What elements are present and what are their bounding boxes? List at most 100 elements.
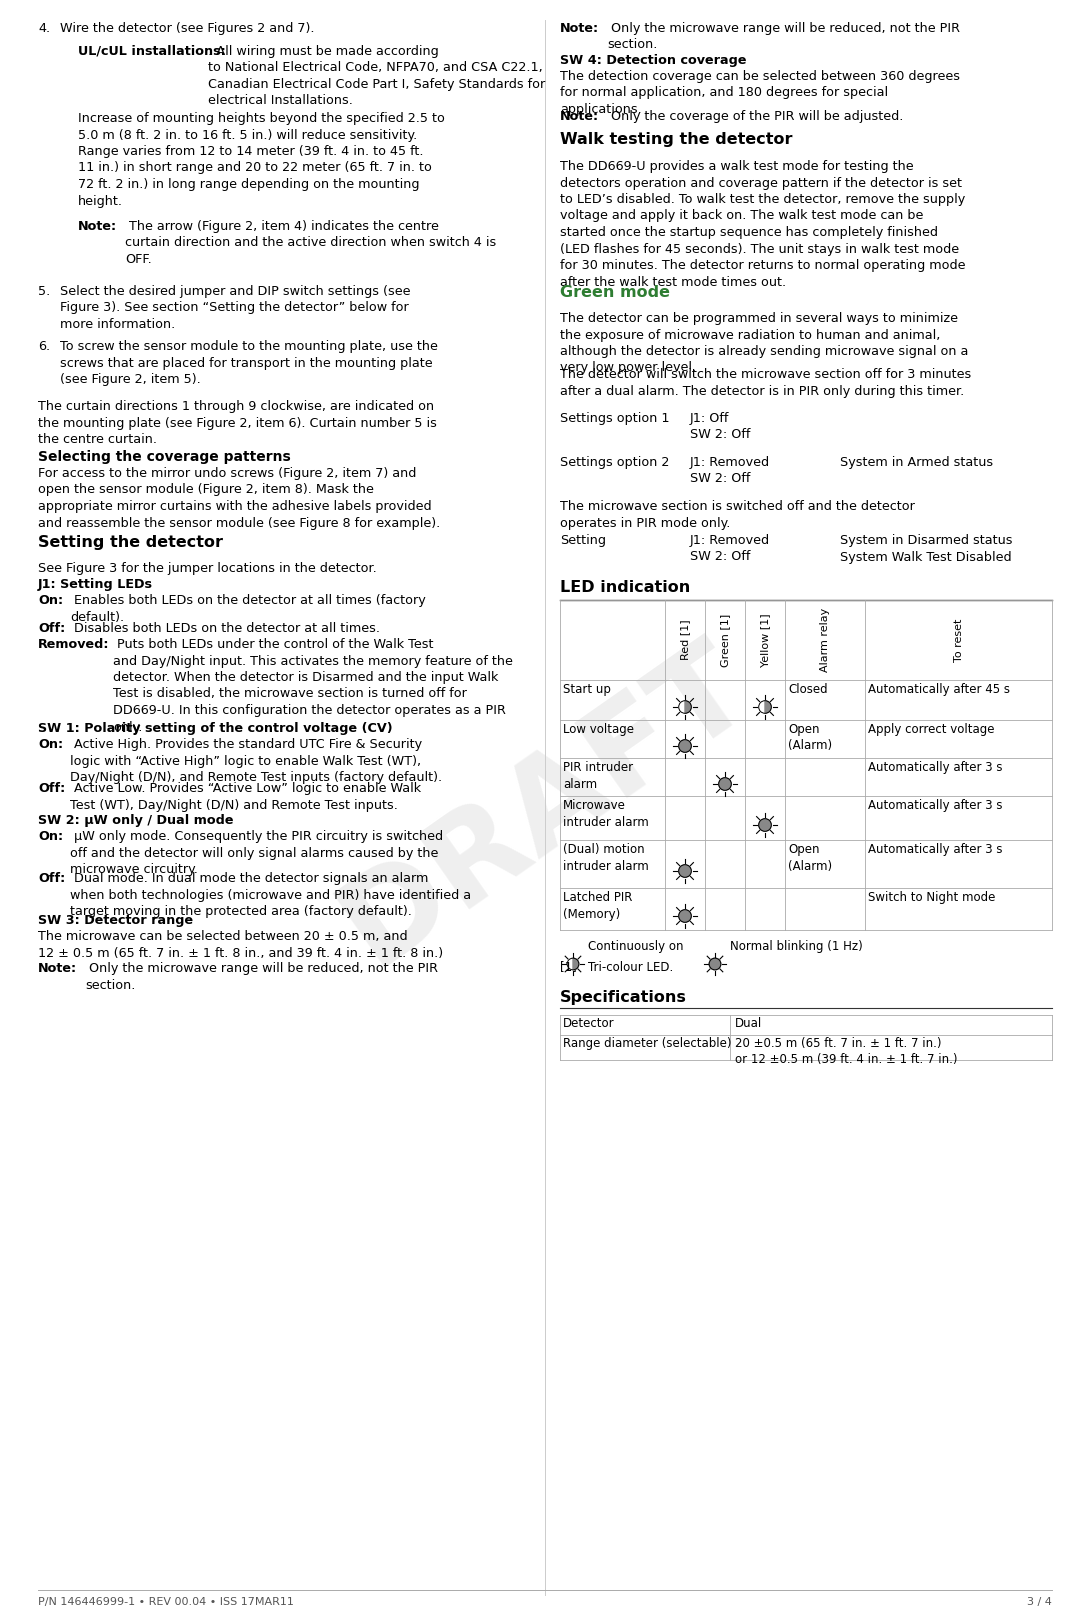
Text: Puts both LEDs under the control of the Walk Test
and Day/Night input. This acti: Puts both LEDs under the control of the … [113,638,513,734]
Text: Disables both LEDs on the detector at all times.: Disables both LEDs on the detector at al… [70,621,380,634]
Text: The detector will switch the microwave section off for 3 minutes
after a dual al: The detector will switch the microwave s… [560,369,971,398]
Text: 6.: 6. [38,340,50,353]
Text: Closed: Closed [788,683,827,696]
Text: SW 1: Polarity setting of the control voltage (CV): SW 1: Polarity setting of the control vo… [38,721,392,736]
Text: Red [1]: Red [1] [680,620,690,660]
Text: Wire the detector (see Figures 2 and 7).: Wire the detector (see Figures 2 and 7). [60,23,315,35]
Text: Setting: Setting [560,535,606,547]
Circle shape [718,778,731,791]
Circle shape [710,958,720,969]
Text: Off:: Off: [38,621,65,634]
Text: Latched PIR
(Memory): Latched PIR (Memory) [564,890,632,921]
Text: Walk testing the detector: Walk testing the detector [560,132,792,147]
Text: Dual mode. In dual mode the detector signals an alarm
when both technologies (mi: Dual mode. In dual mode the detector sig… [70,873,471,918]
Text: Apply correct voltage: Apply correct voltage [868,723,994,736]
Text: Automatically after 3 s: Automatically after 3 s [868,799,1003,811]
Text: The microwave can be selected between 20 ± 0.5 m, and
12 ± 0.5 m (65 ft. 7 in. ±: The microwave can be selected between 20… [38,931,444,960]
Text: Low voltage: Low voltage [564,723,634,736]
Text: [1]   Tri-colour LED.: [1] Tri-colour LED. [560,960,674,972]
Text: Open
(Alarm): Open (Alarm) [788,844,832,873]
Text: Automatically after 3 s: Automatically after 3 s [868,762,1003,774]
Text: Open
(Alarm): Open (Alarm) [788,723,832,752]
Text: The detection coverage can be selected between 360 degrees
for normal applicatio: The detection coverage can be selected b… [560,69,960,116]
Text: Select the desired jumper and DIP switch settings (see
Figure 3). See section “S: Select the desired jumper and DIP switch… [60,285,411,332]
Text: System in Armed status: System in Armed status [840,456,993,469]
Text: SW 4: Detection coverage: SW 4: Detection coverage [560,55,747,68]
Text: To screw the sensor module to the mounting plate, use the
screws that are placed: To screw the sensor module to the mounti… [60,340,438,386]
Text: J1: Removed: J1: Removed [690,535,771,547]
Text: Green mode: Green mode [560,285,670,299]
Text: Microwave
intruder alarm: Microwave intruder alarm [564,799,649,829]
Text: For access to the mirror undo screws (Figure 2, item 7) and
open the sensor modu: For access to the mirror undo screws (Fi… [38,467,440,530]
Text: Note:: Note: [560,109,600,122]
Text: Only the coverage of the PIR will be adjusted.: Only the coverage of the PIR will be adj… [607,109,904,122]
Text: J1: Removed: J1: Removed [690,456,771,469]
Text: Range diameter (selectable): Range diameter (selectable) [564,1037,731,1050]
Text: Enables both LEDs on the detector at all times (factory
default).: Enables both LEDs on the detector at all… [70,594,426,623]
Text: On:: On: [38,831,63,844]
Wedge shape [765,700,772,713]
Text: Removed:: Removed: [38,638,109,650]
Text: 20 ±0.5 m (65 ft. 7 in. ± 1 ft. 7 in.)
or 12 ±0.5 m (39 ft. 4 in. ± 1 ft. 7 in.): 20 ±0.5 m (65 ft. 7 in. ± 1 ft. 7 in.) o… [735,1037,957,1066]
Text: Dual: Dual [735,1018,762,1030]
Text: Note:: Note: [38,963,77,976]
Text: Active Low. Provides “Active Low” logic to enable Walk
Test (WT), Day/Night (D/N: Active Low. Provides “Active Low” logic … [70,782,421,811]
Text: 4.: 4. [38,23,50,35]
Text: SW 2: Off: SW 2: Off [690,428,750,441]
Text: Switch to Night mode: Switch to Night mode [868,890,995,903]
Circle shape [679,910,691,923]
Text: See Figure 3 for the jumper locations in the detector.: See Figure 3 for the jumper locations in… [38,562,377,575]
Text: The curtain directions 1 through 9 clockwise, are indicated on
the mounting plat: The curtain directions 1 through 9 clock… [38,399,437,446]
Text: Settings option 2: Settings option 2 [560,456,669,469]
Text: LED indication: LED indication [560,580,690,596]
Circle shape [679,865,691,877]
Text: The detector can be programmed in several ways to minimize
the exposure of micro: The detector can be programmed in severa… [560,312,968,375]
Text: Yellow [1]: Yellow [1] [760,613,770,667]
Text: (Dual) motion
intruder alarm: (Dual) motion intruder alarm [564,844,649,873]
Text: P/N 146446999-1 • REV 00.04 • ISS 17MAR11: P/N 146446999-1 • REV 00.04 • ISS 17MAR1… [38,1597,294,1607]
Text: The microwave section is switched off and the detector
operates in PIR mode only: The microwave section is switched off an… [560,501,915,530]
Text: 5.: 5. [38,285,50,298]
Text: Green [1]: Green [1] [720,613,730,667]
Text: Setting the detector: Setting the detector [38,535,223,551]
Text: Alarm relay: Alarm relay [820,609,829,671]
Circle shape [679,739,691,752]
Text: SW 3: Detector range: SW 3: Detector range [38,914,193,927]
Wedge shape [573,958,579,969]
Text: Active High. Provides the standard UTC Fire & Security
logic with “Active High” : Active High. Provides the standard UTC F… [70,737,443,784]
Text: Note:: Note: [78,221,117,233]
Text: SW 2: Off: SW 2: Off [690,472,750,485]
Circle shape [759,819,772,831]
Text: Automatically after 3 s: Automatically after 3 s [868,844,1003,857]
Text: Normal blinking (1 Hz): Normal blinking (1 Hz) [730,940,863,953]
Text: Start up: Start up [564,683,610,696]
Text: The arrow (Figure 2, item 4) indicates the centre
curtain direction and the acti: The arrow (Figure 2, item 4) indicates t… [125,221,496,266]
Text: Only the microwave range will be reduced, not the PIR
section.: Only the microwave range will be reduced… [85,963,438,992]
Text: SW 2: µW only / Dual mode: SW 2: µW only / Dual mode [38,815,233,828]
Text: J1: Setting LEDs: J1: Setting LEDs [38,578,153,591]
Text: Continuously on: Continuously on [588,940,683,953]
Text: J1: Off: J1: Off [690,412,729,425]
Wedge shape [685,700,691,713]
Text: System in Disarmed status
System Walk Test Disabled: System in Disarmed status System Walk Te… [840,535,1013,563]
Text: Only the microwave range will be reduced, not the PIR
section.: Only the microwave range will be reduced… [607,23,960,52]
Text: Detector: Detector [564,1018,615,1030]
Text: DRAFT: DRAFT [319,621,771,989]
Text: µW only mode. Consequently the PIR circuitry is switched
off and the detector wi: µW only mode. Consequently the PIR circu… [70,831,444,876]
Text: On:: On: [38,594,63,607]
Text: Automatically after 45 s: Automatically after 45 s [868,683,1010,696]
Text: 3 / 4: 3 / 4 [1027,1597,1052,1607]
Text: Specifications: Specifications [560,990,687,1005]
Text: Off:: Off: [38,782,65,795]
Text: UL/cUL installations:: UL/cUL installations: [78,45,226,58]
Text: On:: On: [38,737,63,750]
Text: Increase of mounting heights beyond the specified 2.5 to
5.0 m (8 ft. 2 in. to 1: Increase of mounting heights beyond the … [78,113,445,208]
Text: Settings option 1: Settings option 1 [560,412,669,425]
Text: : All wiring must be made according
to National Electrical Code, NFPA70, and CSA: : All wiring must be made according to N… [208,45,545,108]
Text: To reset: To reset [954,618,964,662]
Text: SW 2: Off: SW 2: Off [690,551,750,563]
Text: Note:: Note: [560,23,600,35]
Text: Selecting the coverage patterns: Selecting the coverage patterns [38,451,291,464]
Text: Off:: Off: [38,873,65,886]
Text: The DD669-U provides a walk test mode for testing the
detectors operation and co: The DD669-U provides a walk test mode fo… [560,159,966,288]
